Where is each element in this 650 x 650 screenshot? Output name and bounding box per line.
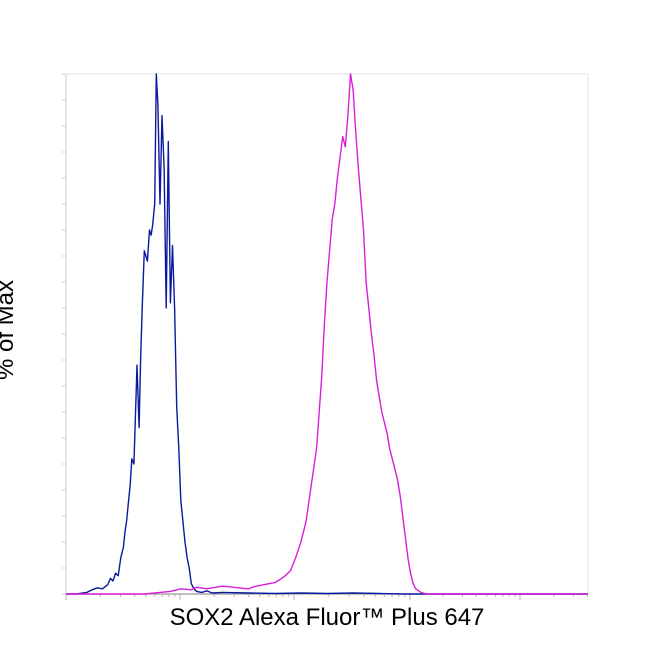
series-line-2 [66,73,588,595]
y-axis-label: % of Max [0,279,19,380]
series-line-1 [66,73,588,595]
x-axis-label: SOX2 Alexa Fluor™ Plus 647 [169,604,485,631]
plot-frame [65,73,589,595]
histogram-series [66,73,588,595]
